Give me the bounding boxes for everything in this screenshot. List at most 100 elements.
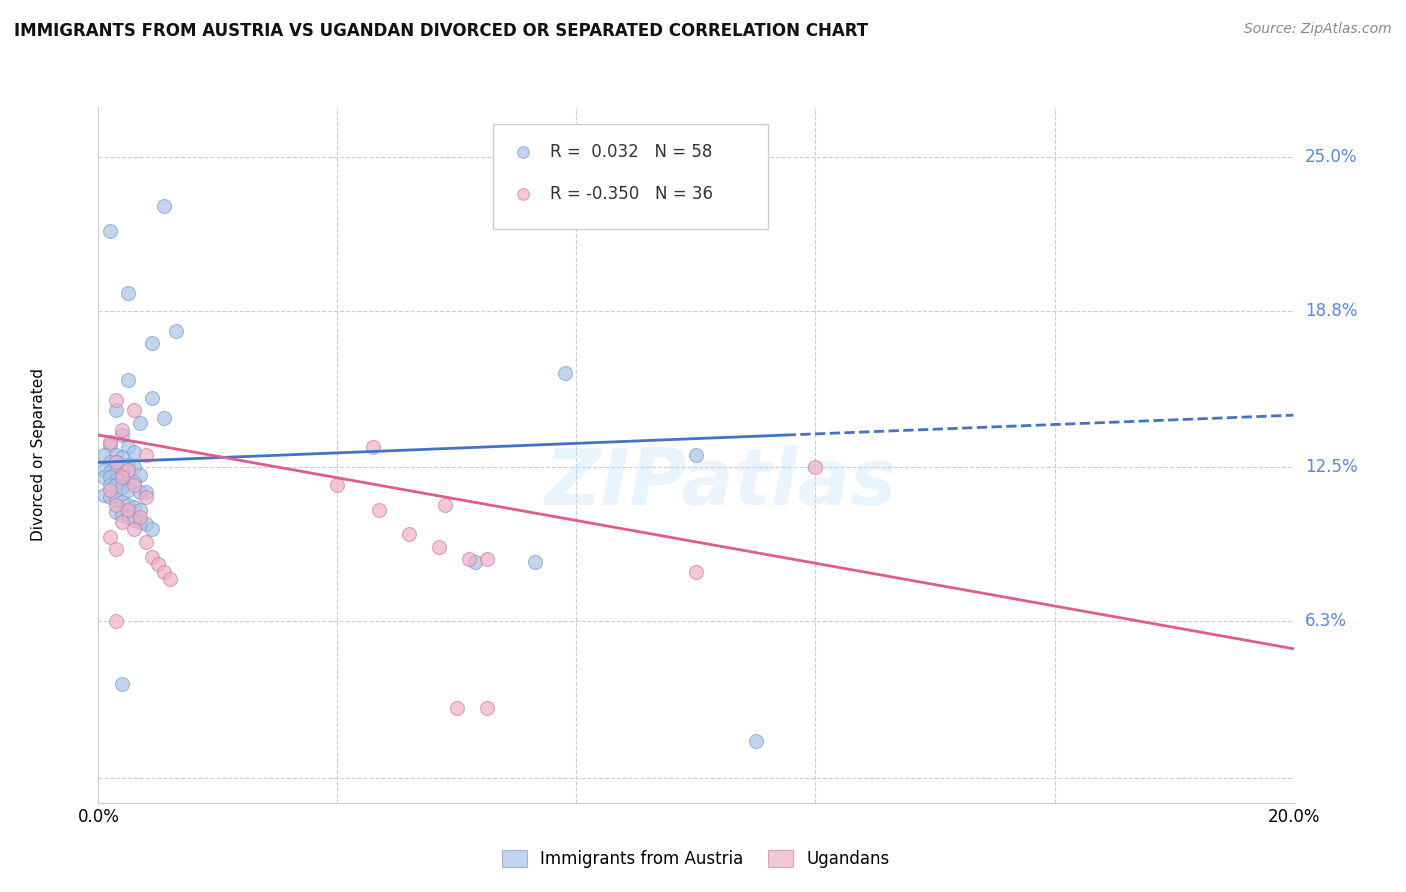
Point: [141, 549, 163, 564]
Point: [745, 733, 768, 747]
Point: [93, 470, 115, 484]
Point: [98, 530, 122, 544]
Point: [804, 460, 827, 475]
Point: [427, 540, 450, 554]
Point: [98, 455, 122, 469]
Point: [117, 510, 139, 524]
Point: [111, 450, 134, 465]
Point: [475, 552, 498, 566]
Point: [98, 438, 122, 452]
Point: [554, 366, 576, 380]
Point: [98, 490, 122, 504]
Legend: Immigrants from Austria, Ugandans: Immigrants from Austria, Ugandans: [495, 843, 897, 874]
Point: [124, 477, 146, 491]
Point: [153, 199, 176, 213]
Point: [685, 565, 707, 579]
Point: [523, 555, 546, 569]
Point: [105, 615, 128, 629]
Point: [446, 701, 468, 715]
Text: 25.0%: 25.0%: [1305, 148, 1357, 166]
Point: [124, 512, 146, 526]
Point: [135, 534, 157, 549]
Text: R =  0.032   N = 58: R = 0.032 N = 58: [550, 144, 713, 161]
Point: [124, 460, 146, 475]
Point: [105, 473, 128, 487]
Point: [93, 488, 115, 502]
Point: [117, 441, 139, 455]
Point: [398, 527, 420, 541]
Point: [105, 505, 128, 519]
Point: [153, 410, 176, 425]
Point: [93, 448, 115, 462]
Point: [685, 448, 707, 462]
Text: 6.3%: 6.3%: [1305, 613, 1347, 631]
Point: [111, 467, 134, 482]
Point: [105, 448, 128, 462]
Point: [117, 502, 139, 516]
Point: [111, 423, 134, 437]
Text: 12.5%: 12.5%: [1305, 458, 1357, 476]
Point: [135, 517, 157, 532]
Point: [129, 510, 152, 524]
Point: [129, 467, 152, 482]
Point: [105, 542, 128, 557]
Point: [141, 391, 163, 405]
Point: [111, 473, 134, 487]
Point: [105, 455, 128, 469]
Point: [111, 515, 134, 529]
Text: Source: ZipAtlas.com: Source: ZipAtlas.com: [1244, 22, 1392, 37]
Point: [98, 435, 122, 450]
Point: [111, 676, 134, 690]
Point: [93, 463, 115, 477]
Point: [148, 558, 170, 572]
Point: [105, 466, 128, 480]
Point: [129, 485, 152, 500]
Point: [434, 498, 457, 512]
Point: [141, 523, 163, 537]
Point: [111, 470, 134, 484]
Point: [368, 502, 391, 516]
Point: [124, 445, 146, 459]
Point: [105, 403, 128, 417]
Point: [458, 552, 481, 566]
Point: [111, 428, 134, 442]
Point: [165, 324, 187, 338]
Point: [117, 373, 139, 387]
Point: [124, 475, 146, 490]
Point: [129, 502, 152, 516]
Point: [105, 455, 128, 469]
Point: [111, 480, 134, 494]
Point: [117, 463, 139, 477]
Point: [117, 286, 139, 301]
Point: [135, 490, 157, 504]
Text: IMMIGRANTS FROM AUSTRIA VS UGANDAN DIVORCED OR SEPARATED CORRELATION CHART: IMMIGRANTS FROM AUSTRIA VS UGANDAN DIVOR…: [14, 22, 868, 40]
Text: R = -0.350   N = 36: R = -0.350 N = 36: [550, 185, 713, 203]
Point: [117, 483, 139, 497]
Point: [105, 477, 128, 491]
Point: [129, 515, 152, 529]
Point: [124, 403, 146, 417]
Point: [153, 565, 176, 579]
Point: [129, 416, 152, 430]
Point: [117, 498, 139, 512]
Point: [98, 483, 122, 497]
Point: [135, 485, 157, 500]
Text: ZIPatlas: ZIPatlas: [544, 445, 896, 521]
Point: [159, 572, 181, 586]
Point: [135, 448, 157, 462]
Point: [111, 495, 134, 509]
Point: [105, 492, 128, 507]
Point: [105, 498, 128, 512]
Text: Divorced or Separated: Divorced or Separated: [31, 368, 46, 541]
Text: 18.8%: 18.8%: [1305, 301, 1357, 320]
Point: [111, 508, 134, 522]
Point: [98, 470, 122, 484]
Point: [105, 393, 128, 408]
Point: [124, 523, 146, 537]
Point: [117, 475, 139, 490]
Point: [363, 441, 385, 455]
Point: [475, 701, 498, 715]
Point: [326, 477, 349, 491]
Point: [117, 458, 139, 472]
FancyBboxPatch shape: [494, 124, 768, 229]
